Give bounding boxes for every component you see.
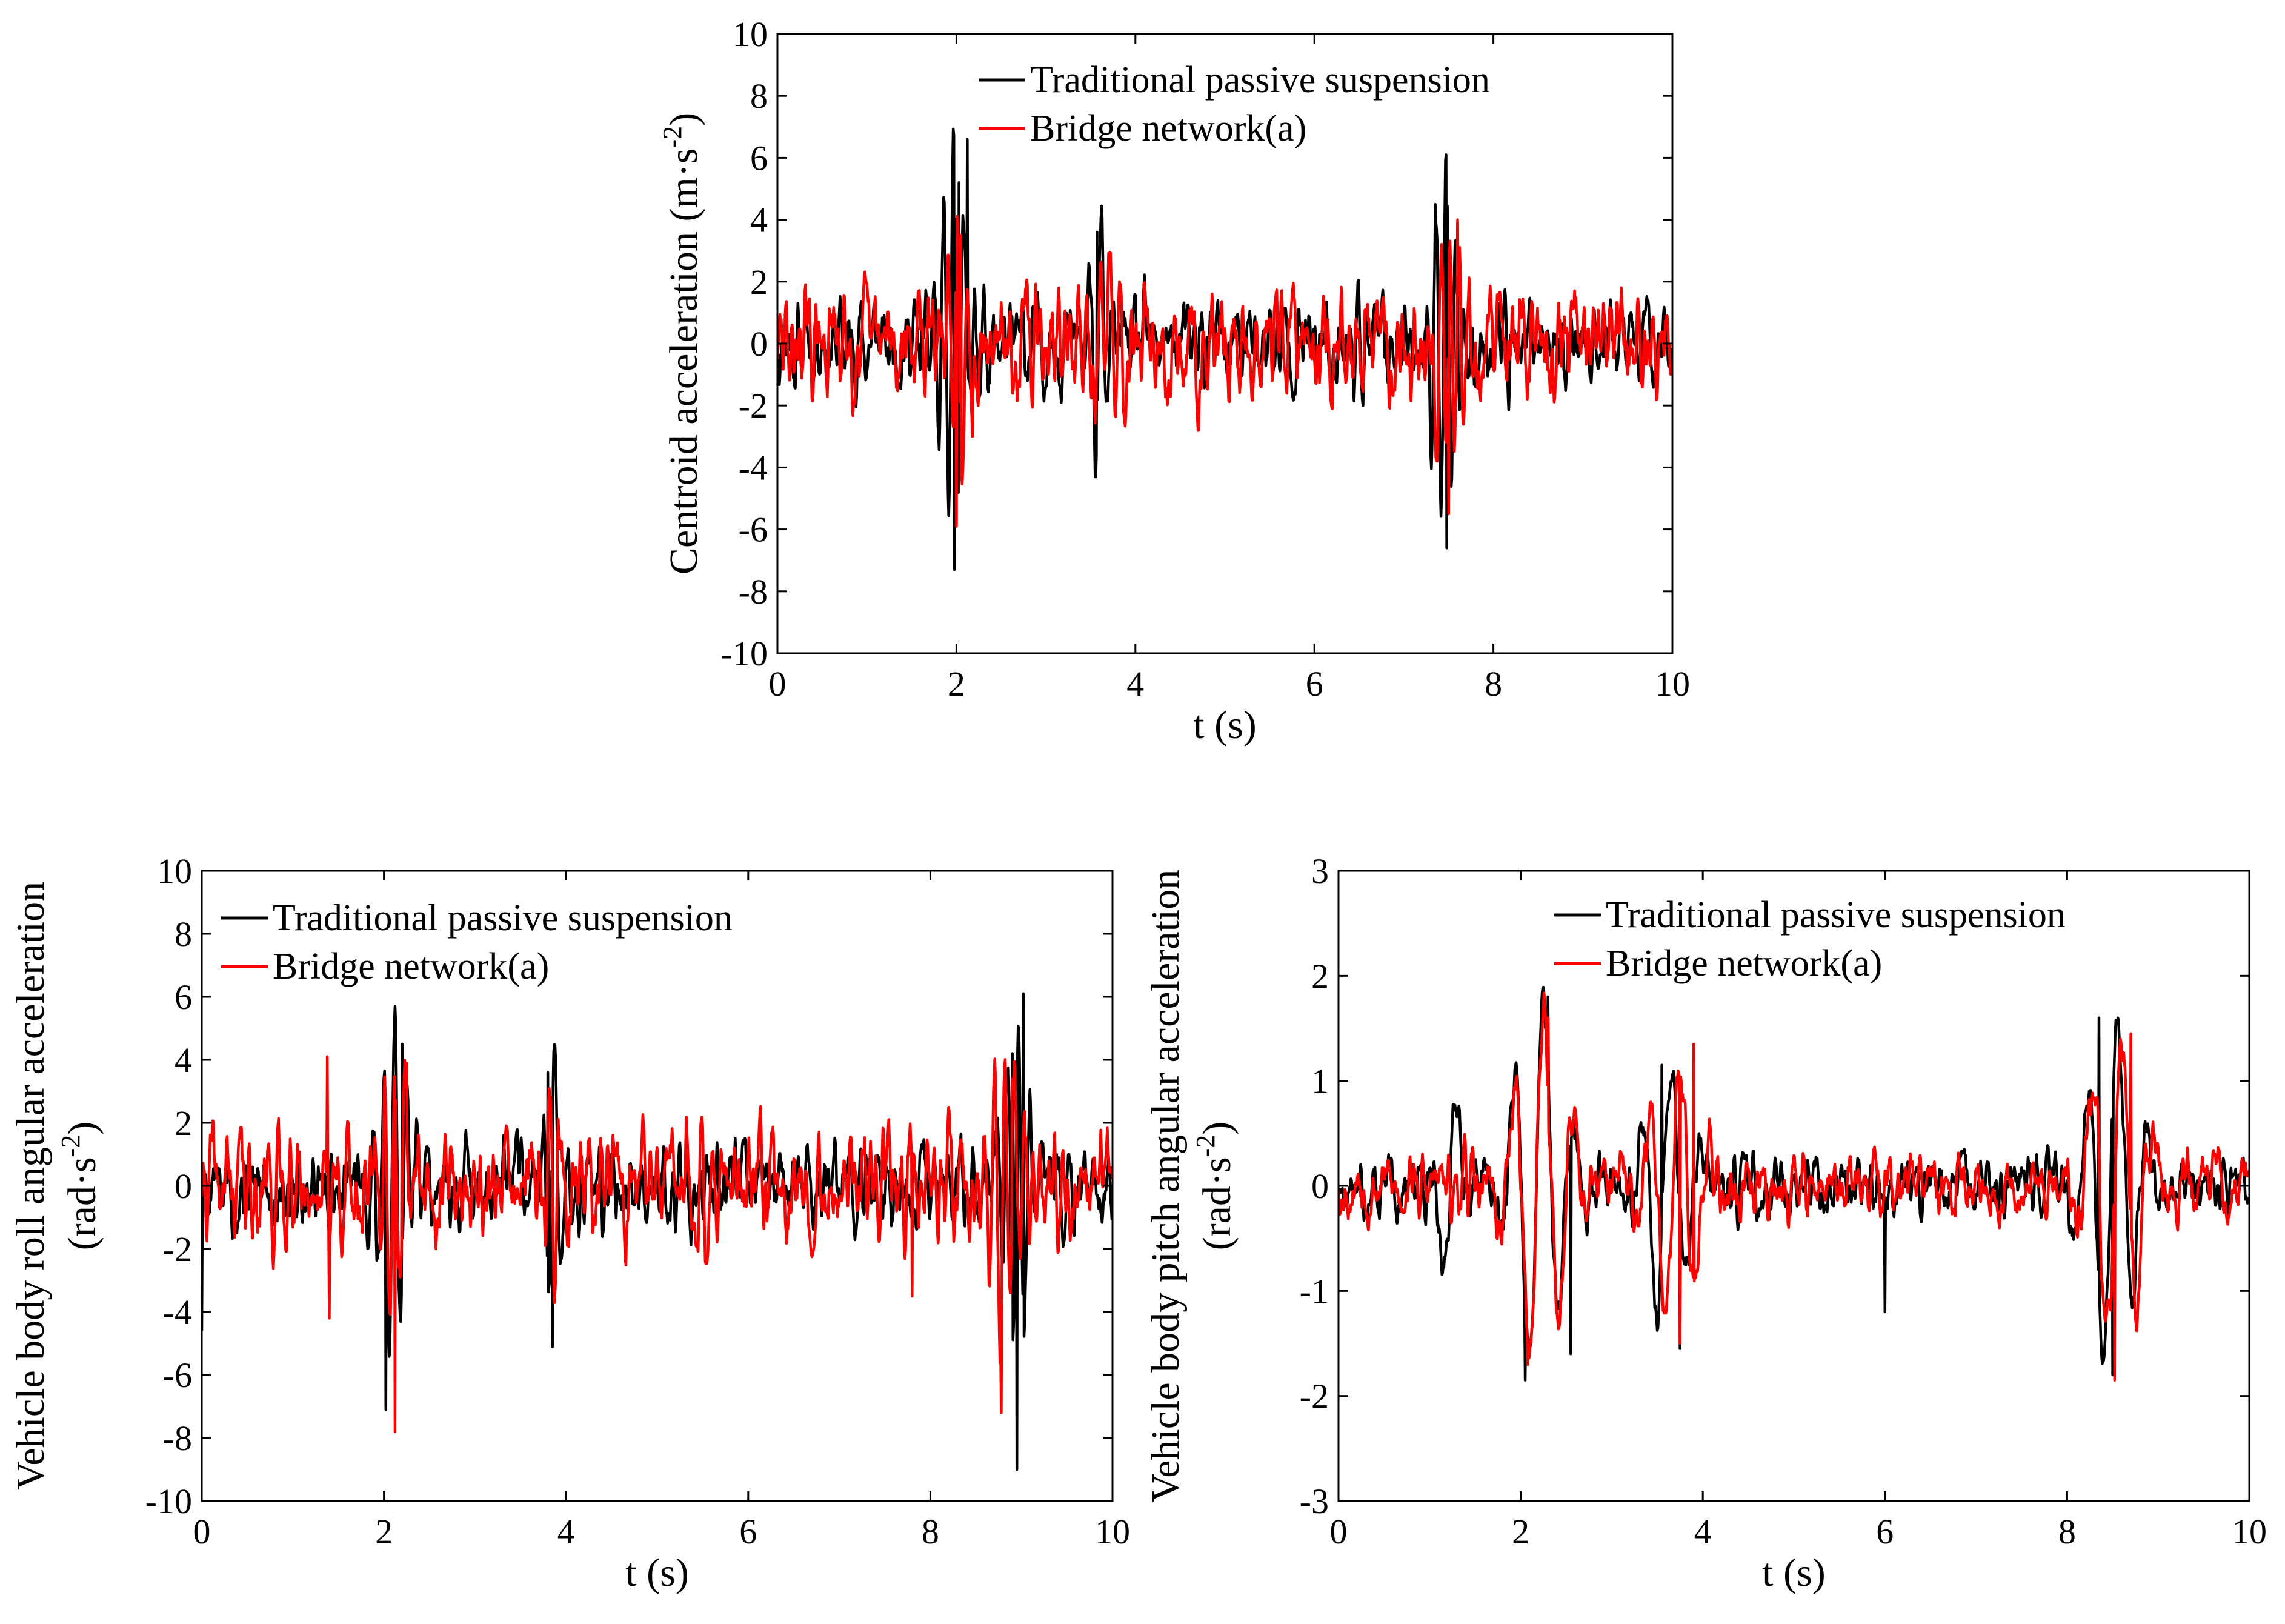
y-tick-label: 2 xyxy=(750,262,768,302)
x-axis-label: t (s) xyxy=(1762,1551,1825,1595)
y-tick-label: -3 xyxy=(1300,1482,1329,1521)
y-tick-label: -10 xyxy=(145,1482,192,1521)
x-tick-label: 2 xyxy=(1512,1512,1529,1551)
y-tick-label: 10 xyxy=(733,15,768,54)
y-tick-label: -8 xyxy=(163,1419,192,1458)
y-tick-label: 6 xyxy=(175,977,192,1017)
x-tick-label: 8 xyxy=(1485,664,1502,704)
series-line-passive xyxy=(777,127,1672,571)
series-line-bridge xyxy=(1339,991,2249,1382)
y-tick-label: 10 xyxy=(157,851,192,891)
x-tick-label: 10 xyxy=(1655,664,1690,704)
x-tick-label: 4 xyxy=(1126,664,1144,704)
legend-label-passive: Traditional passive suspension xyxy=(1030,59,1490,101)
x-tick-label: 0 xyxy=(1330,1512,1348,1551)
y-tick-label: 3 xyxy=(1311,851,1329,891)
y-tick-label: 8 xyxy=(750,76,768,116)
legend-label-bridge: Bridge network(a) xyxy=(1030,108,1306,149)
y-tick-label: -6 xyxy=(739,510,768,550)
y-tick-label: 2 xyxy=(175,1103,192,1143)
y-tick-label: -6 xyxy=(163,1356,192,1395)
legend-label-bridge: Bridge network(a) xyxy=(1606,943,1882,984)
y-tick-label: 6 xyxy=(750,138,768,178)
y-axis-label: Centroid acceleration (m·s-2) xyxy=(657,113,706,574)
x-tick-label: 6 xyxy=(1876,1512,1894,1551)
series-line-passive xyxy=(202,992,1113,1471)
x-axis-label: t (s) xyxy=(625,1551,688,1595)
legend-label-passive: Traditional passive suspension xyxy=(273,897,733,939)
series-line-bridge xyxy=(202,1055,1113,1433)
y-tick-label: -1 xyxy=(1300,1271,1329,1311)
x-tick-label: 10 xyxy=(1095,1512,1130,1551)
y-tick-label: -2 xyxy=(163,1230,192,1269)
y-axis-label-line2: (rad·s-2) xyxy=(56,1122,104,1251)
x-tick-label: 0 xyxy=(193,1512,211,1551)
x-tick-label: 10 xyxy=(2232,1512,2267,1551)
chart-roll: 0 2 4 6 8 10 -10 -8 -6 -4 -2 0 2 4 6 8 10 t (s) Vehicle bo… xyxy=(8,851,1130,1595)
x-tick-label: 4 xyxy=(557,1512,575,1551)
chart-pitch: 0 2 4 6 8 10 -3 -2 -1 0 1 2 3 t (s) Vehicle body pitch… xyxy=(1143,851,2267,1595)
y-tick-label: 2 xyxy=(1311,956,1329,996)
x-tick-label: 4 xyxy=(1694,1512,1712,1551)
y-tick-label: -10 xyxy=(721,634,768,673)
x-tick-label: 6 xyxy=(1306,664,1323,704)
x-tick-label: 6 xyxy=(739,1512,757,1551)
x-tick-label: 8 xyxy=(922,1512,939,1551)
y-tick-label: -4 xyxy=(163,1293,192,1332)
series-line-passive xyxy=(1339,985,2249,1382)
x-tick-label: 2 xyxy=(375,1512,393,1551)
y-tick-label: -4 xyxy=(739,448,768,487)
x-axis-label: t (s) xyxy=(1193,703,1256,747)
y-tick-label: 4 xyxy=(750,201,768,240)
y-axis-label-line1: Vehicle body roll angular acceleration xyxy=(8,882,53,1490)
legend-label-passive: Traditional passive suspension xyxy=(1606,894,2066,936)
x-tick-label: 0 xyxy=(769,664,787,704)
y-tick-label: 1 xyxy=(1311,1062,1329,1101)
y-tick-label: 8 xyxy=(175,914,192,954)
y-tick-label: 0 xyxy=(1311,1166,1329,1206)
x-tick-label: 2 xyxy=(948,664,965,704)
chart-centroid: 0 2 4 6 8 10 -10 -8 -6 -4 -2 0 2 4 6 8 10 t (s) Centroid a… xyxy=(657,15,1690,747)
x-tick-label: 8 xyxy=(2058,1512,2076,1551)
y-axis-label-line2: (rad·s-2) xyxy=(1191,1122,1239,1251)
y-tick-label: 4 xyxy=(175,1040,192,1080)
y-tick-label: 0 xyxy=(175,1166,192,1206)
legend-label-bridge: Bridge network(a) xyxy=(273,946,549,987)
y-tick-label: 0 xyxy=(750,324,768,364)
y-tick-label: -8 xyxy=(739,572,768,611)
y-tick-label: -2 xyxy=(739,386,768,425)
y-tick-label: -2 xyxy=(1300,1377,1329,1416)
series-line-bridge xyxy=(777,215,1672,528)
y-axis-label-line1: Vehicle body pitch angular acceleration xyxy=(1143,870,1188,1503)
